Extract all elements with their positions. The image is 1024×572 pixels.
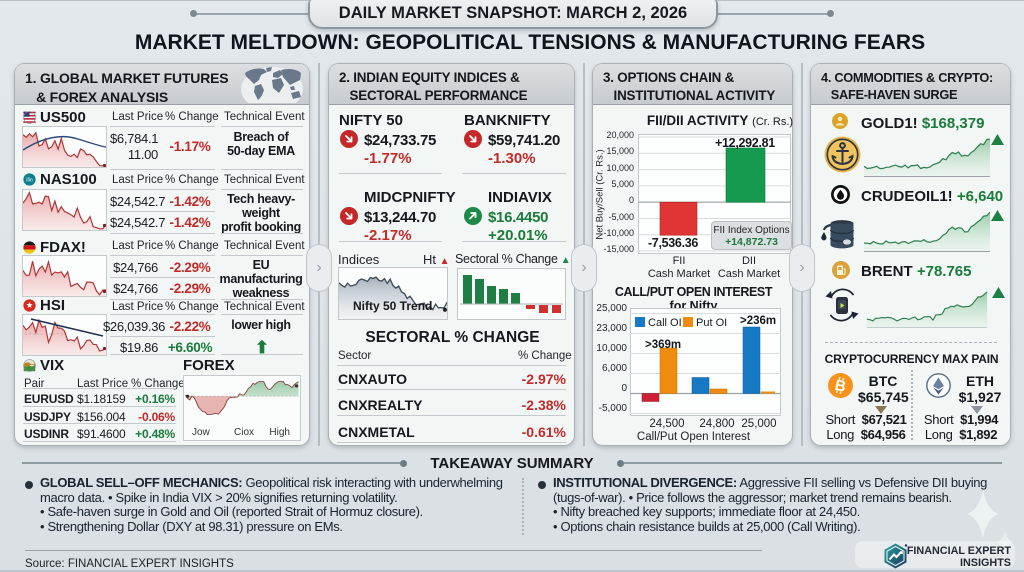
svg-text:ifin: ifin: [26, 178, 33, 184]
